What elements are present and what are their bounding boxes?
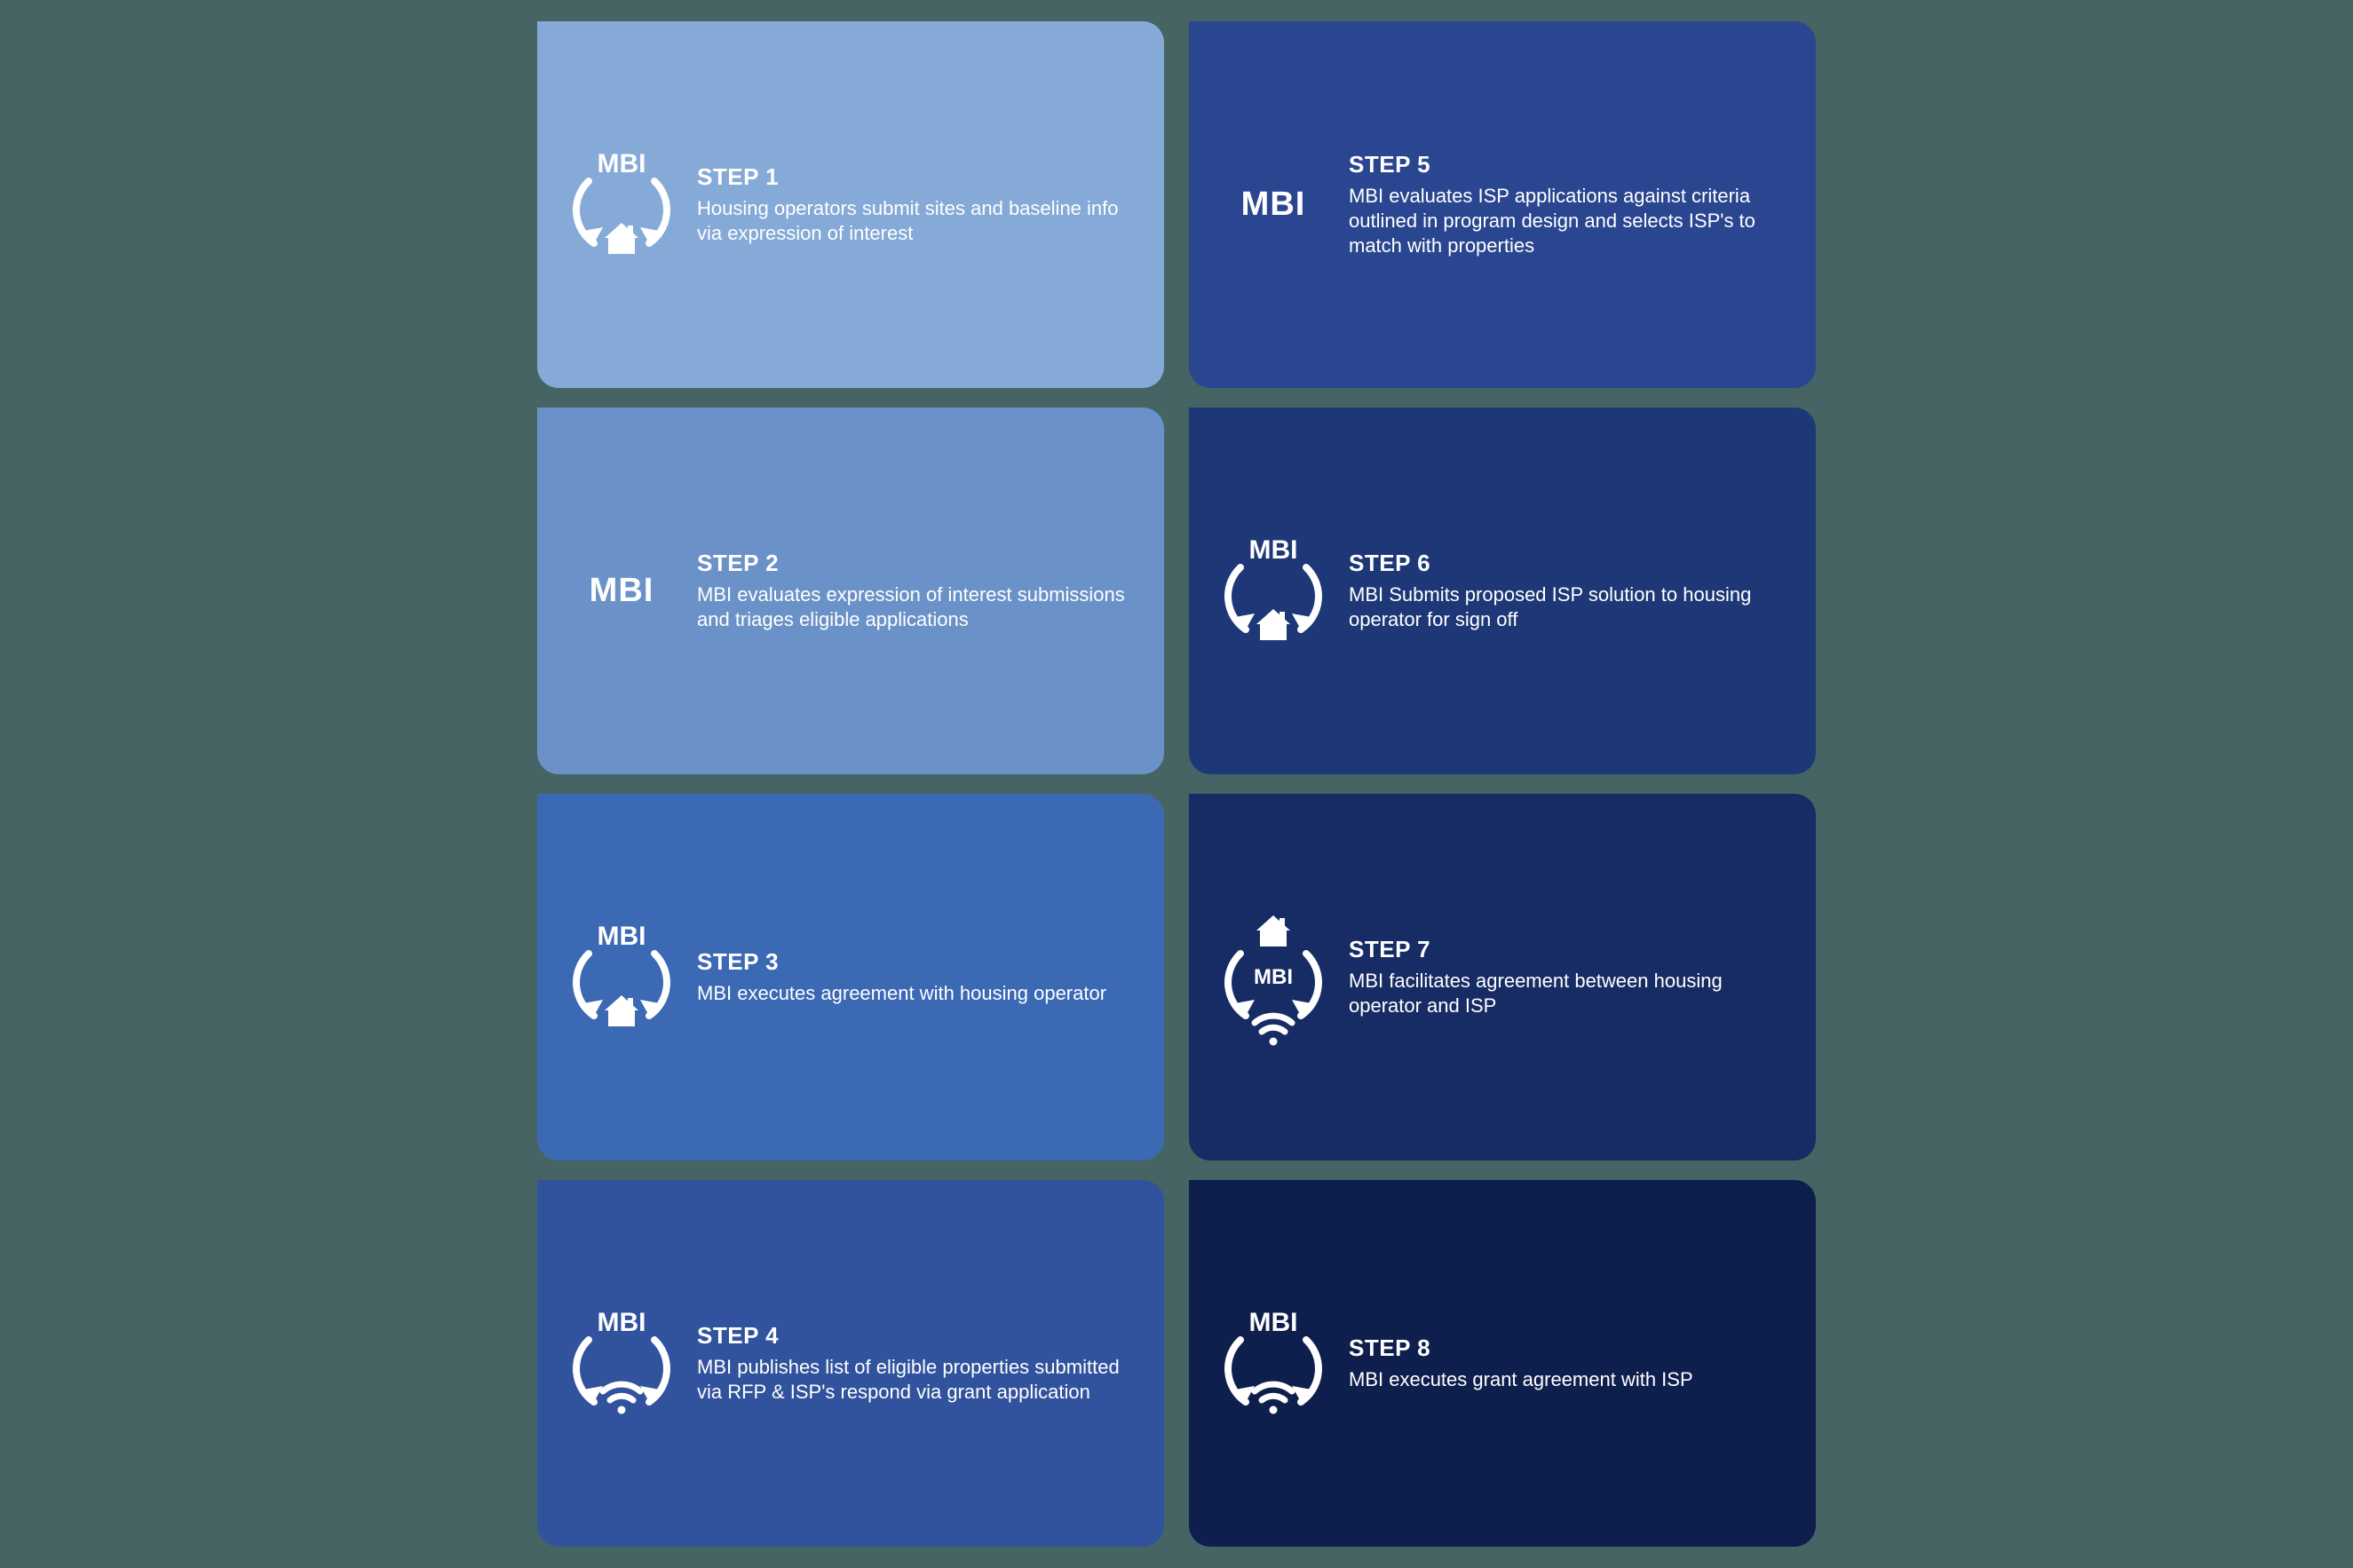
step-desc: MBI executes grant agreement with ISP [1349,1367,1791,1392]
step-title: STEP 5 [1349,151,1791,178]
step-desc: MBI executes agreement with housing oper… [697,981,1139,1006]
step-title: STEP 1 [697,163,1139,191]
step-desc: MBI evaluates expression of interest sub… [697,582,1139,632]
step-desc: MBI facilitates agreement between housin… [1349,969,1791,1018]
cycle-house-icon: MBI [555,911,688,1044]
step-title: STEP 6 [1349,550,1791,577]
mbi-label: MBI [1241,186,1306,224]
mbi-label: MBI [598,922,646,951]
mbi-label: MBI [1254,965,1293,989]
mbi-label: MBI [590,572,654,610]
step-card-4: MBI STEP 4 MBI publishes list of eligibl… [537,1180,1164,1547]
mbi-label: MBI [1249,535,1298,565]
mbi-label: MBI [1249,1308,1298,1337]
cycle-wifi-icon: MBI [555,1297,688,1430]
step-desc: Housing operators submit sites and basel… [697,196,1139,246]
step-card-2: MBI STEP 2 MBI evaluates expression of i… [537,408,1164,774]
step-desc: MBI Submits proposed ISP solution to hou… [1349,582,1791,632]
step-card-6: MBI STEP 6 MBI Submits proposed ISP solu… [1189,408,1816,774]
mbi-label: MBI [598,1308,646,1337]
step-card-5: MBI STEP 5 MBI evaluates ISP application… [1189,21,1816,388]
cycle-house-wifi-icon: MBI [1207,902,1340,1053]
step-title: STEP 3 [697,948,1139,976]
step-card-7: MBI STEP 7 MBI facilitates agreement bet… [1189,794,1816,1160]
steps-grid: MBI STEP 1 Housing operators submit site… [537,21,1816,1547]
mbi-text-icon: MBI [1207,186,1340,224]
step-title: STEP 8 [1349,1334,1791,1362]
cycle-wifi-icon: MBI [1207,1297,1340,1430]
step-card-1: MBI STEP 1 Housing operators submit site… [537,21,1164,388]
mbi-label: MBI [598,149,646,178]
mbi-text-icon: MBI [555,572,688,610]
step-title: STEP 2 [697,550,1139,577]
step-card-8: MBI STEP 8 MBI executes grant agreement … [1189,1180,1816,1547]
step-card-3: MBI STEP 3 MBI executes agreement with h… [537,794,1164,1160]
cycle-house-icon: MBI [1207,525,1340,658]
step-title: STEP 4 [697,1322,1139,1350]
step-desc: MBI evaluates ISP applications against c… [1349,184,1791,258]
step-title: STEP 7 [1349,936,1791,963]
cycle-house-icon: MBI [555,139,688,272]
step-desc: MBI publishes list of eligible propertie… [697,1355,1139,1405]
